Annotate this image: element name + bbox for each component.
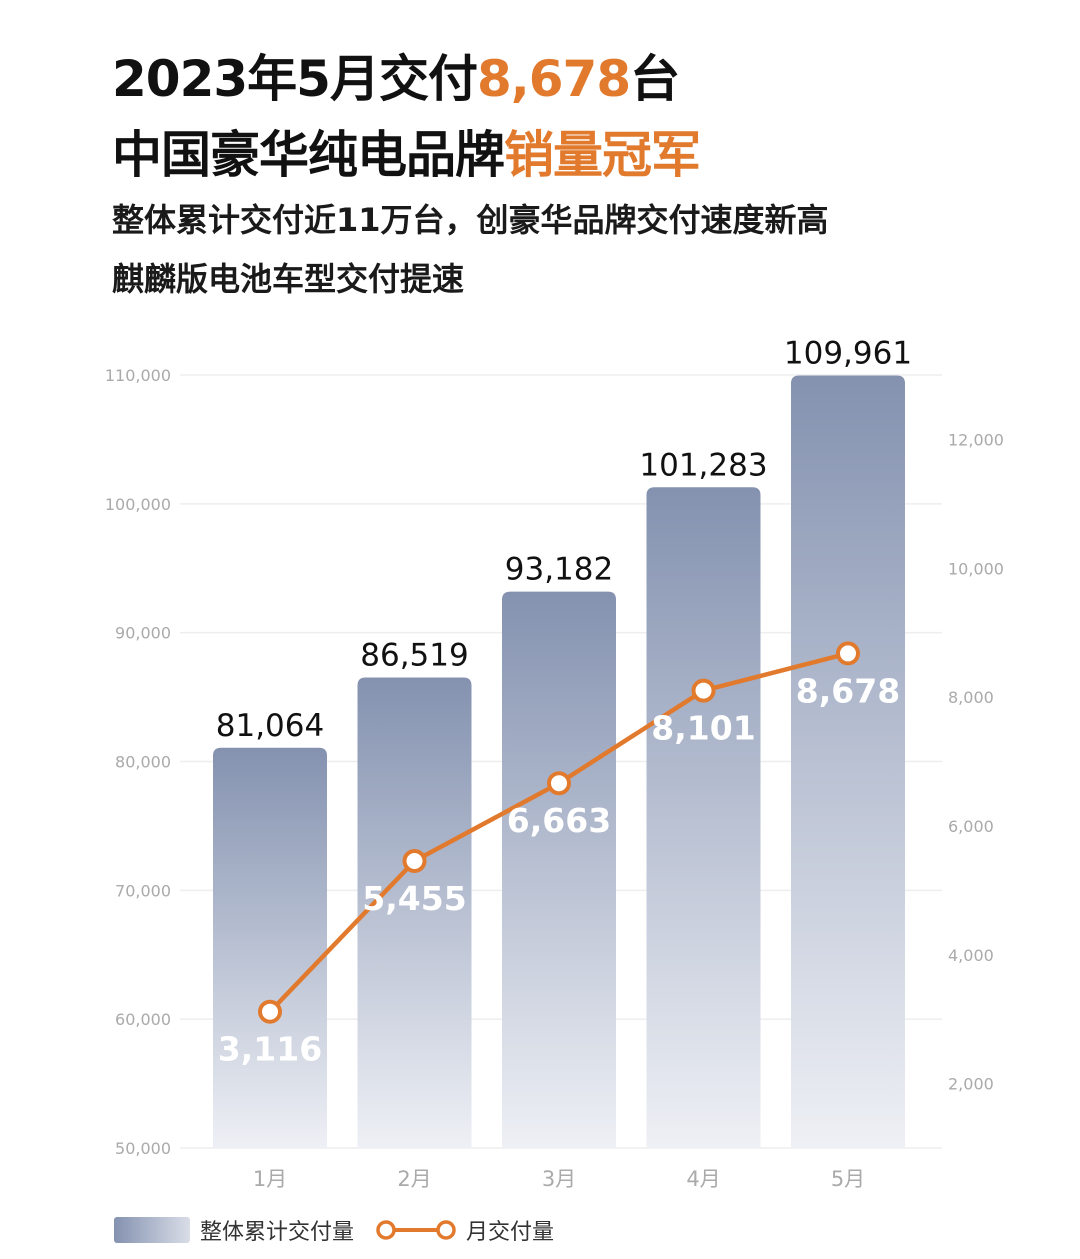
line-value-label: 8,678 bbox=[796, 671, 900, 710]
y-right-tick-label: 2,000 bbox=[948, 1075, 994, 1094]
y-left-tick-label: 90,000 bbox=[115, 624, 171, 643]
y-left-tick-label: 100,000 bbox=[105, 495, 171, 514]
bar-value-label: 86,519 bbox=[360, 638, 468, 674]
title-1-highlight: 8,678 bbox=[476, 50, 631, 108]
legend-monthly: 月交付量 bbox=[376, 1212, 554, 1248]
legend-bar-swatch bbox=[114, 1217, 190, 1243]
x-tick-label: 5月 bbox=[831, 1167, 865, 1191]
legend-cumulative-label: 整体累计交付量 bbox=[200, 1220, 355, 1245]
bar-value-label: 81,064 bbox=[216, 708, 324, 744]
title-line-2: 中国豪华纯电品牌销量冠军 bbox=[112, 122, 701, 188]
legend-monthly-label: 月交付量 bbox=[466, 1220, 555, 1245]
x-tick-label: 4月 bbox=[686, 1167, 720, 1191]
y-right-tick-label: 4,000 bbox=[948, 946, 994, 965]
bar-value-label: 109,961 bbox=[784, 336, 912, 372]
y-right-tick-label: 10,000 bbox=[948, 559, 1004, 578]
x-tick-label: 3月 bbox=[542, 1167, 576, 1191]
y-left-tick-label: 110,000 bbox=[105, 366, 171, 385]
x-tick-label: 1月 bbox=[253, 1167, 287, 1191]
subtitle-line-2: 麒麟版电池车型交付提速 bbox=[112, 260, 465, 298]
y-right-tick-label: 6,000 bbox=[948, 817, 994, 836]
y-left-tick-label: 70,000 bbox=[115, 881, 171, 900]
bar bbox=[646, 487, 761, 1148]
delivery-chart: 81,064 86,519 93,182 101,283 109,961 3,116 5,4… bbox=[105, 336, 1004, 1191]
line-value-label: 5,455 bbox=[362, 879, 466, 918]
bar bbox=[357, 677, 472, 1148]
title-1-suffix: 台 bbox=[630, 50, 680, 108]
line-value-label: 8,101 bbox=[651, 709, 755, 748]
y-right-tick-label: 8,000 bbox=[948, 688, 994, 707]
line-value-label: 3,116 bbox=[218, 1030, 322, 1069]
bar bbox=[502, 591, 616, 1148]
line-point bbox=[402, 849, 427, 874]
line-point bbox=[547, 771, 571, 796]
y-left-tick-label: 50,000 bbox=[115, 1139, 171, 1158]
subtitle-line-1: 整体累计交付近11万台，创豪华品牌交付速度新高 bbox=[112, 201, 829, 239]
bar-value-label: 101,283 bbox=[639, 447, 767, 483]
y-left-tick-label: 60,000 bbox=[115, 1010, 171, 1029]
bar bbox=[213, 747, 327, 1148]
line-point bbox=[691, 678, 716, 703]
line-point bbox=[258, 999, 282, 1024]
title-2-highlight: 销量冠军 bbox=[504, 126, 701, 184]
title-2-prefix: 中国豪华纯电品牌 bbox=[112, 126, 505, 184]
line-point bbox=[836, 641, 860, 666]
x-tick-label: 2月 bbox=[397, 1167, 431, 1191]
title-1-prefix: 2023年5月交付 bbox=[112, 50, 478, 108]
y-right-tick-label: 12,000 bbox=[948, 430, 1004, 449]
bar-value-label: 93,182 bbox=[505, 552, 613, 588]
legend-cumulative: 整体累计交付量 bbox=[114, 1212, 354, 1248]
title-line-1: 2023年5月交付8,678台 bbox=[112, 46, 680, 112]
line-value-label: 6,663 bbox=[507, 801, 611, 840]
legend-line-swatch bbox=[376, 1220, 456, 1240]
bar bbox=[791, 375, 905, 1148]
y-left-tick-label: 80,000 bbox=[115, 753, 171, 772]
